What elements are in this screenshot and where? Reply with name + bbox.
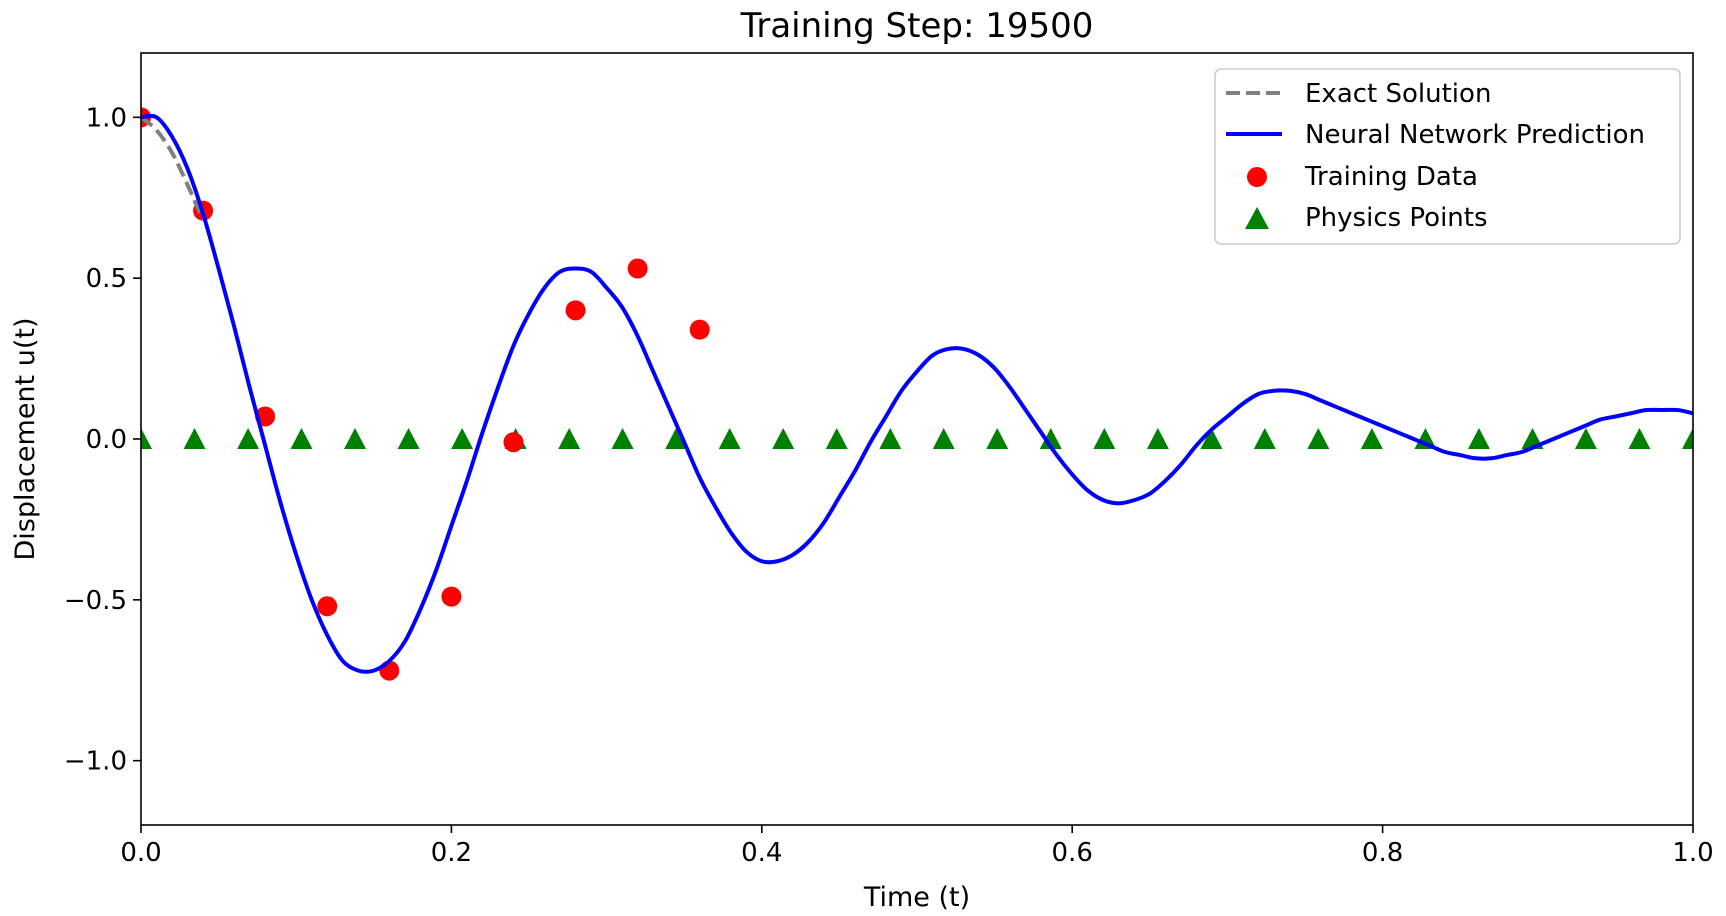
training-data-point xyxy=(503,432,524,453)
legend-marker-physics-points xyxy=(1245,207,1269,229)
y-axis-label: Displacement u(t) xyxy=(10,318,41,561)
physics-point xyxy=(665,428,688,449)
physics-point xyxy=(1039,428,1062,449)
physics-point xyxy=(611,428,634,449)
training-data-point xyxy=(565,300,586,321)
legend-marker-training-data xyxy=(1247,167,1267,187)
physics-point xyxy=(397,428,420,449)
physics-point xyxy=(718,428,741,449)
physics-point xyxy=(1200,428,1223,449)
x-tick-label: 1.0 xyxy=(1672,838,1713,868)
y-tick-label: 0.0 xyxy=(86,425,127,455)
physics-point xyxy=(1093,428,1116,449)
y-tick-label: 0.5 xyxy=(86,264,127,294)
legend: Exact Solution Neural Network Prediction… xyxy=(1214,68,1681,245)
training-data-point xyxy=(627,258,648,279)
physics-point xyxy=(1146,428,1169,449)
physics-point xyxy=(451,428,474,449)
physics-point xyxy=(558,428,581,449)
legend-text-training-data: Training Data xyxy=(1304,162,1478,192)
physics-point xyxy=(1253,428,1276,449)
y-tick-label: −0.5 xyxy=(64,586,127,616)
x-tick-label: 0.4 xyxy=(741,838,782,868)
physics-point xyxy=(1467,428,1490,449)
training-data-point xyxy=(441,586,462,607)
plot-marks xyxy=(141,107,1693,681)
physics-point xyxy=(772,428,795,449)
training-data-point xyxy=(689,319,710,340)
physics-point xyxy=(1307,428,1330,449)
x-axis-ticks: 0.0 0.2 0.4 0.6 0.8 1.0 xyxy=(120,825,1714,868)
y-axis-ticks: −1.0 −0.5 0.0 0.5 1.0 xyxy=(64,103,141,777)
physics-point xyxy=(1574,428,1597,449)
x-tick-label: 0.0 xyxy=(120,838,161,868)
legend-text-physics-points: Physics Points xyxy=(1305,203,1488,233)
physics-point xyxy=(141,428,152,449)
y-tick-label: 1.0 xyxy=(86,103,127,133)
physics-point xyxy=(932,428,955,449)
x-tick-label: 0.6 xyxy=(1052,838,1093,868)
plot-area xyxy=(141,107,1693,681)
physics-point xyxy=(879,428,902,449)
physics-point xyxy=(290,428,313,449)
exact-solution-line xyxy=(141,115,205,222)
physics-point xyxy=(237,428,260,449)
training-data-point xyxy=(317,596,338,617)
chart-title: Training Step: 19500 xyxy=(740,6,1094,46)
legend-box xyxy=(1214,68,1681,245)
x-tick-label: 0.8 xyxy=(1362,838,1403,868)
x-axis-label: Time (t) xyxy=(863,882,970,913)
physics-point xyxy=(1628,428,1651,449)
legend-text-neural-network-prediction: Neural Network Prediction xyxy=(1305,120,1645,150)
y-tick-label: −1.0 xyxy=(64,747,127,777)
physics-point xyxy=(183,428,206,449)
physics-point xyxy=(825,428,848,449)
neural-network-prediction-line xyxy=(141,113,1693,674)
x-tick-label: 0.2 xyxy=(431,838,472,868)
legend-text-exact-solution: Exact Solution xyxy=(1305,79,1491,109)
physics-point xyxy=(1360,428,1383,449)
physics-point xyxy=(1682,428,1693,449)
physics-point xyxy=(986,428,1009,449)
physics-point xyxy=(344,428,367,449)
